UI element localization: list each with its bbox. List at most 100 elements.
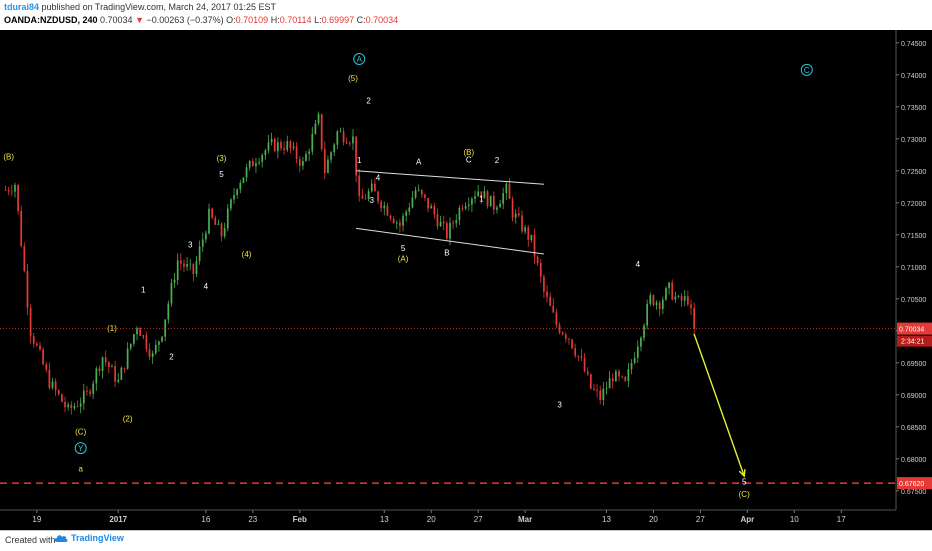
candle-body (129, 343, 132, 349)
candle-body (164, 319, 167, 337)
x-tick-label: 20 (649, 515, 658, 524)
candle-body (217, 223, 220, 225)
candle-body (499, 203, 501, 208)
tradingview-logo[interactable]: TradingView (54, 533, 124, 543)
wave-label: 1 (479, 195, 484, 204)
x-tick-label: 19 (32, 515, 41, 524)
wave-circle (800, 63, 813, 76)
candle-body (48, 369, 51, 388)
last-price: 0.70034 (100, 15, 133, 25)
price-chart[interactable]: 0.74500 0.74000 0.73500 0.73000 0.72500 0.720… (0, 30, 932, 530)
low-value: 0.69997 (321, 15, 355, 25)
wave-label: (B) (463, 148, 474, 157)
countdown-label: 2:34:21 (901, 339, 924, 346)
wave-label: 2 (169, 353, 174, 362)
candle-body (142, 335, 145, 337)
author-link[interactable]: tdurai84 (4, 2, 40, 12)
candle-body (577, 355, 580, 357)
candle-body (45, 364, 48, 370)
y-tick-label: 0.69500 (901, 361, 926, 368)
candle-body (408, 207, 411, 212)
candle-body (411, 197, 414, 208)
candle-body (427, 197, 429, 209)
candle-body (389, 215, 392, 219)
candle-body (464, 206, 467, 209)
candle-body (640, 337, 642, 347)
candle-body (536, 256, 539, 264)
open-label: O: (226, 15, 236, 25)
candle-body (345, 141, 348, 144)
candle-body (530, 234, 533, 240)
candle-body (7, 190, 10, 192)
wave-label: 1 (357, 156, 362, 165)
candle-body (308, 151, 311, 154)
candle-body (627, 369, 630, 381)
candle-body (358, 175, 361, 196)
candle-body (599, 390, 602, 401)
candle-body (555, 312, 558, 325)
candle-body (380, 201, 383, 209)
candle-body (687, 296, 689, 305)
candle-body (139, 328, 142, 336)
candle-body (173, 279, 176, 283)
candle-body (4, 190, 7, 191)
candle-body (580, 356, 583, 359)
candle-body (374, 183, 376, 192)
candle-body (23, 246, 26, 272)
candle-body (255, 163, 257, 167)
candle-body (302, 160, 304, 166)
candle-body (57, 390, 60, 395)
candle-body (543, 276, 545, 292)
y-tick-label: 0.72000 (901, 201, 926, 208)
candle-body (339, 131, 342, 133)
wave-label: (B) (3, 152, 14, 161)
candle-body (242, 177, 245, 183)
y-tick-label: 0.72500 (901, 169, 926, 176)
high-label: H: (270, 15, 280, 25)
candle-body (452, 222, 454, 224)
candle-body (36, 343, 38, 346)
candle-body (39, 345, 41, 350)
candle-body (395, 222, 398, 224)
high-value: 0.70114 (279, 15, 312, 25)
wave-label: Y (78, 444, 84, 453)
y-tick-label: 0.74500 (901, 41, 926, 48)
candle-body (615, 371, 617, 382)
chart-header: tdurai84 published on TradingView.com, M… (0, 0, 932, 30)
candle-body (73, 406, 76, 409)
cloud-icon (54, 535, 68, 542)
candle-body (583, 358, 586, 372)
candle-body (192, 263, 195, 275)
candle-body (32, 336, 35, 344)
wave-label: 5 (219, 170, 224, 179)
candle-body (574, 348, 577, 356)
candle-body (492, 195, 495, 210)
candle-body (317, 114, 320, 124)
wave-label: (3) (217, 154, 227, 163)
candle-body (533, 234, 536, 257)
candle-body (230, 199, 232, 209)
candle-body (690, 304, 692, 308)
chart-footer: Created with TradingView (0, 530, 932, 551)
wave-label: 4 (204, 282, 209, 291)
candle-body (474, 196, 476, 199)
candle-body (693, 307, 695, 329)
candle-body (151, 353, 154, 357)
candle-body (133, 334, 135, 344)
x-tick-label: 10 (790, 515, 799, 524)
candle-body (602, 388, 605, 401)
candle-body (101, 357, 104, 372)
close-label: C: (356, 15, 366, 25)
symbol-label: OANDA:NZDUSD, 240 (4, 15, 98, 25)
x-tick-label: Feb (293, 515, 307, 524)
x-tick-label: 13 (602, 515, 611, 524)
candle-body (677, 296, 680, 297)
candle-body (123, 367, 126, 369)
wave-label: C (804, 66, 810, 75)
candle-body (483, 191, 486, 199)
x-tick-label: 27 (696, 515, 705, 524)
candle-body (505, 183, 508, 194)
candle-body (646, 303, 649, 326)
candle-body (261, 155, 264, 163)
candle-body (514, 213, 517, 218)
